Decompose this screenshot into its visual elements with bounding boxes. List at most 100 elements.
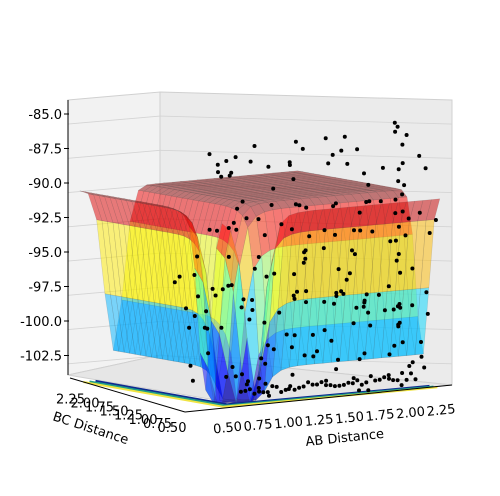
trajectory-point <box>339 289 344 294</box>
surface-patch <box>170 305 185 364</box>
surface-patch <box>287 188 302 191</box>
trajectory-point <box>219 325 224 330</box>
y-tick-label: 1.75 <box>85 401 114 416</box>
trajectory-point <box>406 216 411 221</box>
surface-patch <box>190 186 205 190</box>
y-tick-label: 1.00 <box>129 413 158 428</box>
surface-patch <box>185 185 200 189</box>
trajectory-point <box>337 383 342 388</box>
surface-patch <box>159 303 174 362</box>
trajectory-point <box>328 383 333 388</box>
surface-patch <box>260 187 275 191</box>
surface-patch <box>408 200 424 223</box>
surface-patch <box>172 208 187 217</box>
surface-patch <box>224 183 239 186</box>
trajectory-point <box>256 217 261 222</box>
surface-patch <box>246 187 261 190</box>
trajectory-point <box>291 177 296 182</box>
trajectory-point <box>341 291 346 296</box>
x-tick-label: 1.25 <box>304 412 334 430</box>
trajectory-point <box>367 199 372 204</box>
trajectory-point <box>303 256 308 261</box>
surface-patch <box>345 191 360 195</box>
surface-patch <box>414 287 430 356</box>
trajectory-point <box>324 383 328 388</box>
surface-patch <box>244 201 260 207</box>
trajectory-point <box>400 371 405 375</box>
surface-patch <box>320 194 335 197</box>
surface-patch <box>279 188 294 192</box>
trajectory-point <box>400 192 405 197</box>
trajectory-points <box>172 120 438 398</box>
trajectory-point <box>306 380 311 385</box>
trajectory-point <box>265 390 270 395</box>
surface-patch <box>180 180 195 183</box>
trajectory-point <box>184 306 188 311</box>
surface-patch <box>310 187 324 190</box>
surface-patch <box>238 179 253 182</box>
surface-patch <box>321 176 336 179</box>
trajectory-point <box>391 307 396 312</box>
surface-patch <box>218 191 233 194</box>
trajectory-point <box>202 325 207 330</box>
trajectory-point <box>319 380 324 385</box>
trajectory-point <box>263 381 268 386</box>
surface-patch <box>155 182 170 185</box>
trajectory-point <box>396 324 401 329</box>
surface-patch <box>229 189 244 192</box>
surface-patch <box>268 182 283 185</box>
trajectory-point <box>229 283 234 288</box>
surface-patch <box>253 195 268 198</box>
trajectory-point <box>395 124 400 129</box>
surface-patch <box>163 181 178 185</box>
trajectory-point <box>287 160 292 165</box>
surface-patch <box>272 172 287 175</box>
surface-patch <box>241 177 256 181</box>
surface-patch <box>324 179 339 182</box>
trajectory-point <box>269 203 274 207</box>
trajectory-point <box>256 386 261 390</box>
surface-patch <box>210 179 225 182</box>
trajectory-point <box>216 170 220 175</box>
surface-patch <box>264 172 278 176</box>
z-tick-label: -100.0 <box>20 315 62 330</box>
trajectory-point <box>410 360 415 365</box>
surface-patch <box>354 182 369 185</box>
trajectory-point <box>398 305 403 310</box>
trajectory-point <box>396 252 401 256</box>
surface-patch <box>245 196 260 199</box>
trajectory-point <box>359 382 364 387</box>
trajectory-point <box>377 377 382 382</box>
surface-patch <box>281 191 296 194</box>
surface-patch <box>128 199 143 204</box>
trajectory-point <box>262 233 267 238</box>
surface-patch <box>350 193 366 202</box>
surface-patch <box>302 229 318 300</box>
trajectory-point <box>322 228 327 233</box>
surface-patch <box>261 174 276 177</box>
trajectory-point <box>417 210 422 215</box>
trajectory-point <box>366 388 371 393</box>
z-tick-label: -92.5 <box>28 212 62 227</box>
surface-patch <box>318 182 333 185</box>
trajectory-point <box>304 205 309 210</box>
trajectory-point <box>263 361 268 366</box>
surface-patch <box>326 190 341 193</box>
surface-patch <box>123 198 138 203</box>
trajectory-point <box>333 201 338 206</box>
surface-patch <box>187 188 202 191</box>
trajectory-point <box>362 171 366 176</box>
surface-patch <box>182 183 197 186</box>
trajectory-point <box>322 299 327 304</box>
trajectory-point <box>226 254 231 259</box>
y-axis-line <box>69 377 186 413</box>
trajectory-point <box>339 148 344 153</box>
trajectory-point <box>190 378 195 383</box>
surface-patch <box>376 186 391 189</box>
surface-patch <box>337 192 352 196</box>
trajectory-point <box>400 161 405 166</box>
surface-patch <box>266 179 281 183</box>
surface-patch <box>291 173 306 176</box>
surface-patch <box>234 190 249 193</box>
trajectory-point <box>326 161 331 166</box>
